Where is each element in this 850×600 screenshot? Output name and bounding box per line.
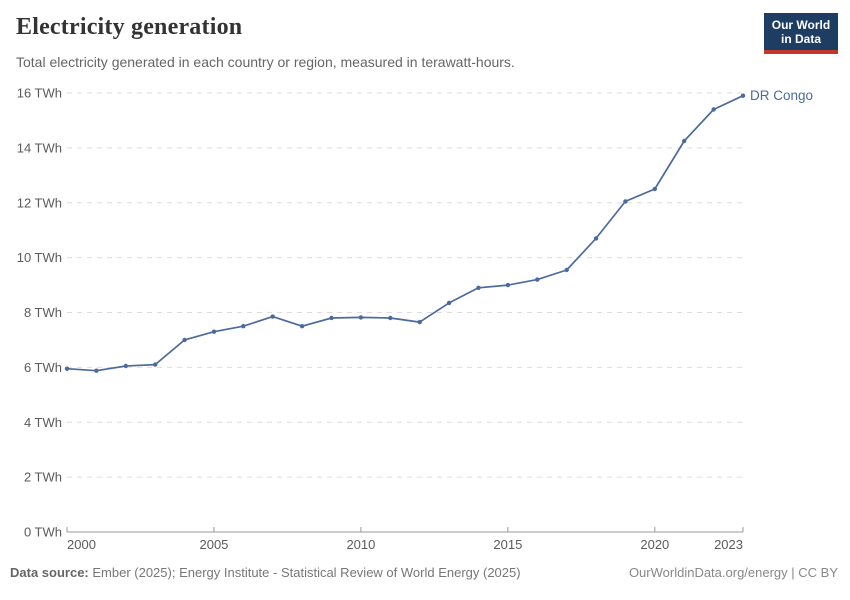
data-point[interactable] — [740, 93, 746, 98]
data-point[interactable] — [123, 363, 128, 369]
entity-label[interactable]: DR Congo — [750, 88, 813, 103]
y-tick-label: 14 TWh — [17, 140, 62, 155]
y-tick-label: 12 TWh — [17, 195, 62, 210]
data-point[interactable] — [505, 282, 511, 288]
y-tick-label: 6 TWh — [24, 360, 62, 375]
data-point[interactable] — [711, 107, 716, 112]
data-point[interactable] — [64, 366, 70, 371]
data-point[interactable] — [682, 138, 687, 144]
y-tick-label: 2 TWh — [24, 470, 62, 485]
data-point[interactable] — [388, 315, 393, 321]
data-point[interactable] — [182, 337, 187, 343]
y-tick-label: 0 TWh — [24, 525, 62, 540]
footer-link[interactable]: OurWorldinData.org/energy | CC BY — [628, 565, 838, 580]
data-point[interactable] — [564, 267, 569, 273]
y-tick-label: 16 TWh — [17, 86, 62, 101]
x-tick-label: 2023 — [714, 537, 743, 552]
y-tick-label: 4 TWh — [24, 415, 62, 430]
owid-logo-line2: in Data — [780, 32, 821, 46]
data-point[interactable] — [446, 300, 452, 306]
data-point[interactable] — [241, 324, 246, 329]
data-point[interactable] — [153, 362, 158, 367]
y-tick-label: 8 TWh — [24, 305, 62, 320]
data-line-dr-congo[interactable] — [66, 94, 744, 372]
chart-footer: Data source: Ember (2025); Energy Instit… — [0, 565, 850, 580]
data-point[interactable] — [476, 285, 481, 290]
data-source: Data source: Ember (2025); Energy Instit… — [10, 565, 521, 580]
x-tick-label: 2010 — [346, 537, 375, 552]
data-source-label: Data source: — [10, 565, 89, 580]
x-tick-label: 2000 — [67, 537, 96, 552]
data-point[interactable] — [211, 329, 217, 334]
data-point[interactable] — [652, 186, 657, 192]
x-tick-label: 2005 — [199, 537, 228, 552]
data-point[interactable] — [299, 324, 305, 329]
owid-logo-line1: Our World — [771, 18, 831, 32]
data-point[interactable] — [593, 236, 599, 241]
x-tick-label: 2020 — [640, 537, 669, 552]
y-tick-label: 10 TWh — [17, 250, 62, 265]
data-point[interactable] — [417, 319, 422, 325]
data-point[interactable] — [94, 368, 99, 373]
data-point[interactable] — [535, 277, 540, 282]
data-point[interactable] — [358, 315, 364, 320]
data-point[interactable] — [329, 315, 334, 321]
data-point[interactable] — [270, 314, 275, 319]
data-source-text: Ember (2025); Energy Institute - Statist… — [88, 565, 521, 580]
data-point[interactable] — [623, 199, 628, 204]
owid-logo[interactable]: Our World in Data — [764, 13, 838, 54]
chart-title: Electricity generation — [16, 14, 243, 40]
chart-subtitle: Total electricity generated in each coun… — [16, 54, 515, 70]
x-tick-label: 2015 — [493, 537, 522, 552]
